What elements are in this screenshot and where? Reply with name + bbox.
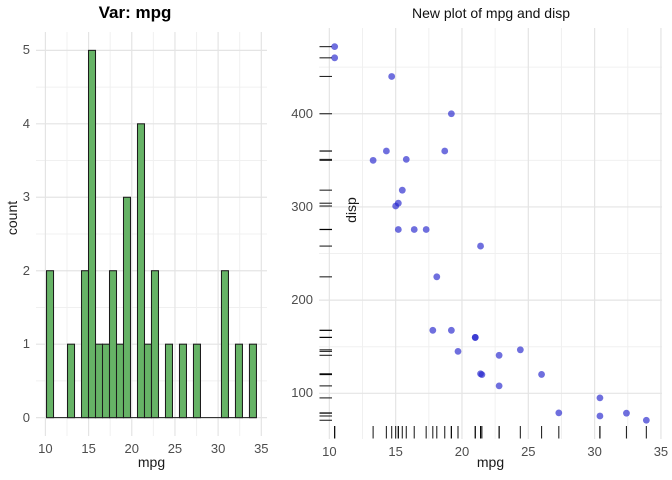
histogram-bar bbox=[122, 196, 132, 419]
histogram-y-axis-label: count bbox=[4, 200, 20, 236]
scatter-point bbox=[331, 54, 339, 62]
x-tick-label: 35 bbox=[254, 441, 269, 456]
x-tick-label: 35 bbox=[653, 444, 669, 459]
histogram-bar bbox=[46, 270, 55, 419]
histogram-bar bbox=[164, 343, 174, 419]
scatter-point bbox=[331, 43, 339, 51]
x-tick-label: 15 bbox=[388, 444, 403, 459]
scatter-point bbox=[441, 147, 449, 155]
scatter-point bbox=[477, 370, 484, 378]
scatter-x-axis-label: mpg bbox=[476, 454, 505, 470]
scatter-point bbox=[410, 226, 418, 233]
x-tick-label: 10 bbox=[38, 441, 53, 456]
y-tick-label: 200 bbox=[291, 292, 313, 308]
histogram-bar bbox=[80, 270, 90, 419]
scatter-point bbox=[447, 110, 455, 118]
histogram-bar bbox=[94, 343, 104, 419]
scatter-point bbox=[495, 382, 503, 390]
y-tick-label: 300 bbox=[291, 198, 313, 214]
y-tick-label: 4 bbox=[22, 115, 30, 131]
histogram-x-axis-label: mpg bbox=[137, 454, 166, 470]
histogram-bar bbox=[192, 343, 201, 419]
scatter-point bbox=[429, 326, 437, 334]
scatter-point bbox=[382, 147, 390, 155]
scatter-title: New plot of mpg and disp bbox=[412, 5, 570, 21]
scatter-point bbox=[392, 202, 400, 210]
x-tick-label: 15 bbox=[81, 441, 96, 456]
scatter-point bbox=[538, 371, 545, 378]
x-tick-label: 20 bbox=[454, 444, 470, 459]
y-tick-label: 0 bbox=[22, 409, 30, 425]
histogram-title: Var: mpg bbox=[98, 3, 172, 22]
scatter-point bbox=[623, 409, 630, 417]
scatter-point bbox=[495, 351, 503, 359]
scatter-point bbox=[596, 412, 604, 420]
scatter-point bbox=[398, 186, 406, 194]
y-tick-label: 400 bbox=[291, 105, 313, 121]
scatter-point bbox=[447, 326, 455, 334]
scatter-point bbox=[394, 226, 402, 233]
y-tick-label: 100 bbox=[291, 385, 313, 401]
scatter-point bbox=[596, 394, 604, 402]
y-tick-label: 2 bbox=[22, 262, 30, 278]
x-tick-label: 10 bbox=[322, 444, 337, 459]
scatter-y-axis-label: disp bbox=[343, 197, 359, 223]
scatter-point bbox=[642, 416, 650, 424]
histogram-bar bbox=[150, 270, 160, 419]
scatter-point bbox=[477, 242, 484, 250]
y-tick-label: 5 bbox=[22, 42, 30, 58]
histogram-bar bbox=[220, 270, 229, 419]
histogram-bar bbox=[66, 343, 76, 419]
x-tick-label: 25 bbox=[521, 444, 536, 459]
histogram-bar bbox=[115, 343, 125, 419]
scatter-point bbox=[433, 273, 441, 281]
scatter-point bbox=[471, 334, 479, 341]
y-tick-label: 3 bbox=[22, 189, 30, 205]
histogram-bar bbox=[108, 270, 118, 419]
scatter-point bbox=[516, 346, 524, 354]
histogram-bar bbox=[178, 343, 187, 419]
histogram-bar bbox=[234, 343, 243, 419]
y-tick-label: 1 bbox=[22, 336, 30, 352]
histogram-bar bbox=[248, 343, 257, 419]
histogram-bar bbox=[87, 49, 97, 419]
scatter-point bbox=[422, 226, 430, 233]
scatter-point bbox=[402, 156, 410, 163]
x-tick-label: 25 bbox=[167, 441, 183, 456]
histogram-bar bbox=[143, 343, 153, 419]
scatter-point bbox=[388, 73, 396, 80]
scatter-point bbox=[369, 156, 377, 164]
scatter-point bbox=[555, 409, 563, 417]
x-tick-label: 30 bbox=[210, 441, 226, 456]
histogram-bar bbox=[136, 123, 146, 419]
x-tick-label: 30 bbox=[587, 444, 602, 459]
scatter-point bbox=[454, 347, 462, 355]
x-tick-label: 20 bbox=[124, 441, 139, 456]
histogram-bar bbox=[101, 343, 111, 419]
